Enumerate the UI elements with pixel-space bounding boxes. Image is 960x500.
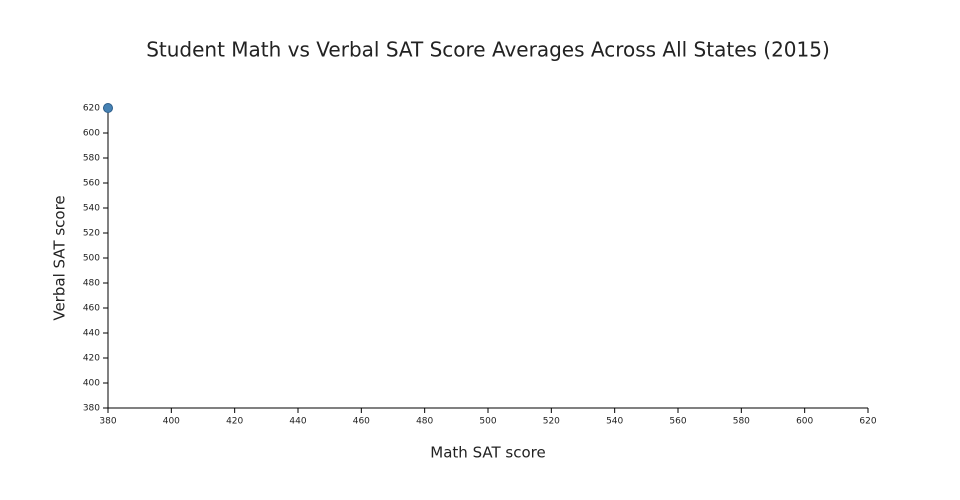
- y-tick-label: 620: [83, 104, 100, 114]
- chart-title: Student Math vs Verbal SAT Score Average…: [146, 38, 830, 62]
- x-tick-label: 400: [163, 417, 180, 427]
- y-tick-label: 480: [83, 279, 100, 289]
- x-tick-label: 560: [669, 417, 686, 427]
- x-tick-label: 380: [99, 417, 116, 427]
- y-tick-label: 460: [83, 304, 100, 314]
- x-tick-label: 620: [859, 417, 876, 427]
- x-tick-label: 420: [226, 417, 243, 427]
- y-tick-label: 580: [83, 154, 100, 164]
- x-tick-label: 480: [416, 417, 433, 427]
- x-tick-label: 460: [353, 417, 370, 427]
- x-tick-label: 580: [733, 417, 750, 427]
- y-tick-label: 380: [83, 404, 100, 414]
- y-tick-label: 500: [83, 254, 100, 264]
- y-tick-label: 600: [83, 129, 100, 139]
- y-tick-label: 440: [83, 329, 100, 339]
- x-tick-label: 600: [796, 417, 813, 427]
- x-axis-label: Math SAT score: [430, 444, 545, 462]
- y-axis-label: Verbal SAT score: [51, 195, 69, 320]
- y-tick-label: 400: [83, 379, 100, 389]
- y-tick-label: 520: [83, 229, 100, 239]
- y-tick-label: 420: [83, 354, 100, 364]
- x-tick-label: 520: [543, 417, 560, 427]
- x-tick-label: 540: [606, 417, 623, 427]
- point: [103, 103, 113, 113]
- y-tick-label: 540: [83, 204, 100, 214]
- x-tick-label: 440: [289, 417, 306, 427]
- y-tick-label: 560: [83, 179, 100, 189]
- x-tick-label: 500: [479, 417, 496, 427]
